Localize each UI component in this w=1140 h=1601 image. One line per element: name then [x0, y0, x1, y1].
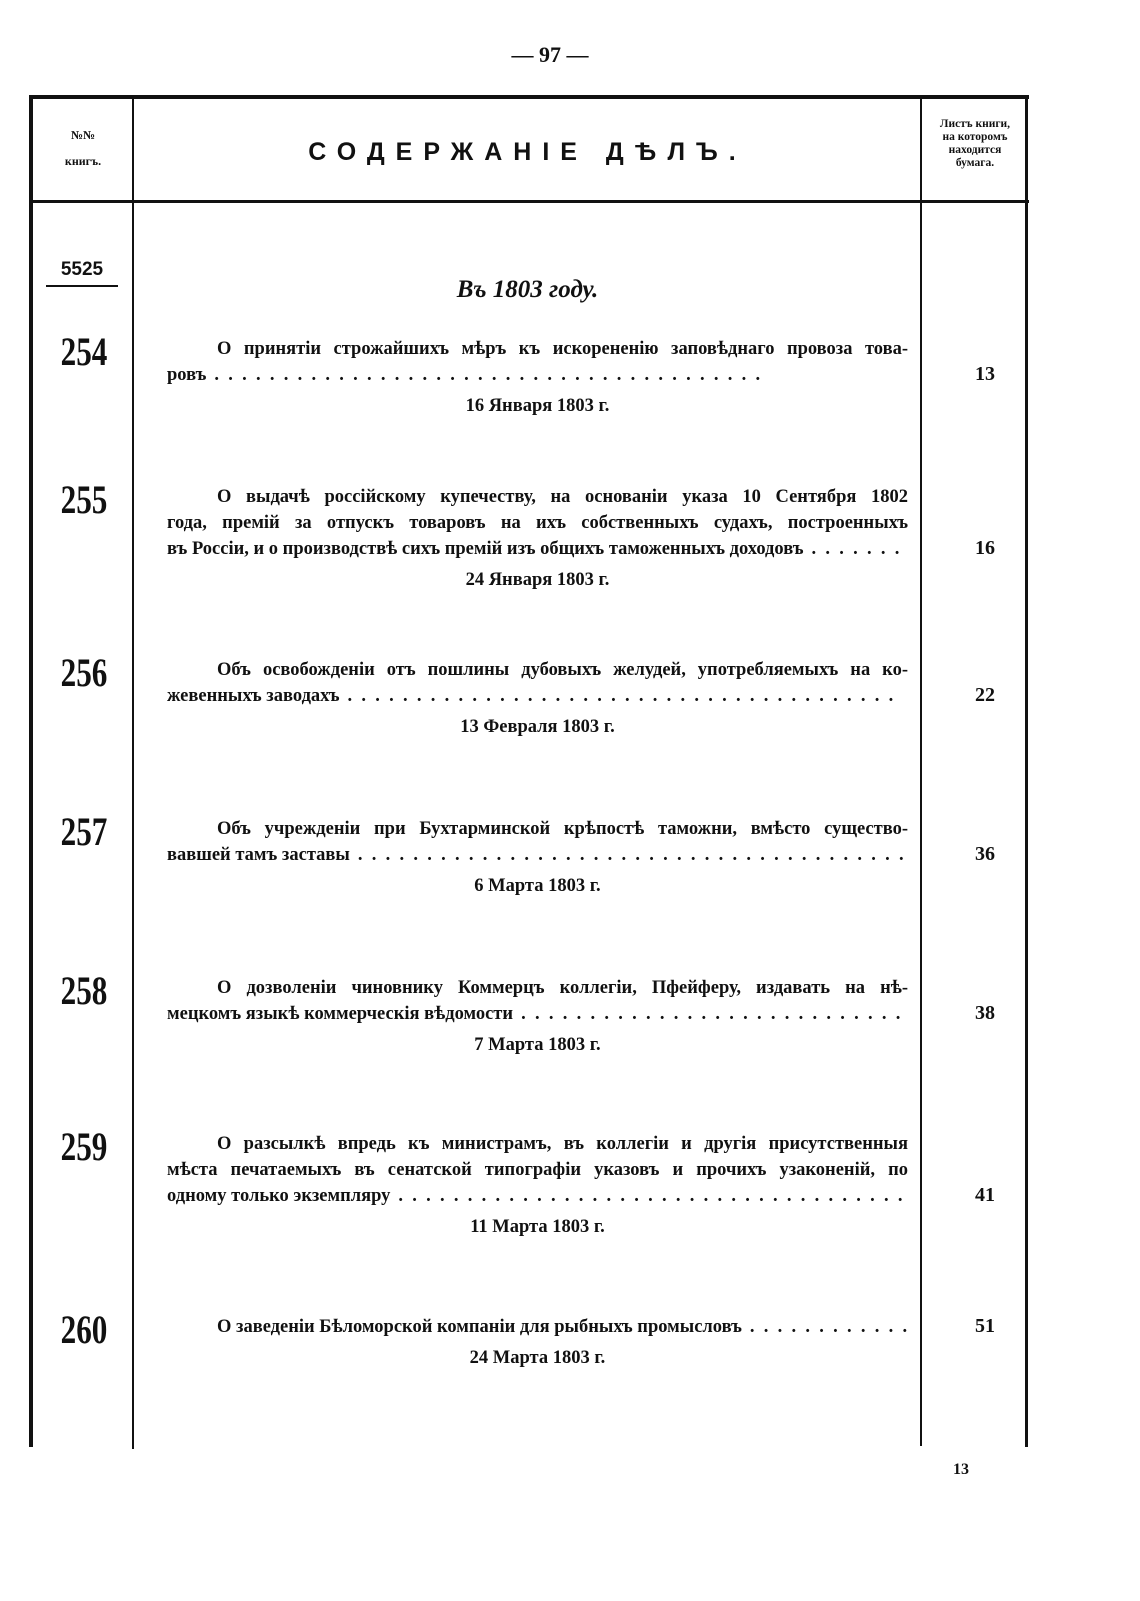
- entry-number: 259: [60, 1124, 108, 1169]
- entry-number: 257: [60, 809, 108, 854]
- entry-line-text: жевенныхъ заводахъ: [167, 686, 340, 706]
- entry-line-text: О принятіи строжайшихъ мѣръ къ искоренен…: [217, 339, 908, 359]
- entry-line: жевенныхъ заводахъ: [167, 683, 908, 709]
- entry-line: въ Россіи, и о производствѣ сихъ премій …: [167, 536, 908, 562]
- entry-number: 256: [60, 650, 108, 695]
- entry-line-text: О заведеніи Бѣломорской компаніи для рыб…: [217, 1317, 742, 1337]
- entry-line: вавшей тамъ заставы: [167, 842, 908, 868]
- entry-line: О заведеніи Бѣломорской компаніи для рыб…: [167, 1314, 908, 1340]
- leaf-number: 36: [975, 843, 995, 865]
- entry-line: О выдачѣ россійскому купечеству, на осно…: [167, 484, 908, 510]
- page-number: — 97 —: [511, 42, 589, 67]
- header-text: на которомъ: [942, 131, 1008, 143]
- leaf-number: 51: [975, 1315, 995, 1337]
- dot-leader: [358, 842, 908, 868]
- dot-leader: [214, 362, 908, 388]
- leaf-number: 41: [975, 1184, 995, 1206]
- header-number-column: №№ книгъ.: [36, 122, 130, 174]
- leaf-number: 22: [975, 684, 995, 706]
- entry-line: одному только экземпляру: [167, 1183, 908, 1209]
- dot-leader: [348, 683, 908, 709]
- entry-date: 7 Марта 1803 г.: [474, 1035, 601, 1055]
- entry-text: О выдачѣ россійскому купечеству, на осно…: [167, 484, 908, 593]
- year-heading: Въ 1803 году.: [456, 276, 599, 303]
- entry-number: 255: [60, 477, 108, 522]
- entry-line: О разсылкѣ впредь къ министрамъ, въ колл…: [167, 1131, 908, 1157]
- header-content-column: СОДЕРЖАНІЕ ДѢЛЪ.: [308, 138, 747, 166]
- volume-number: 5525: [46, 259, 118, 287]
- entry-number: 258: [60, 968, 108, 1013]
- entry-line: ровъ: [167, 362, 908, 388]
- entry-line: О принятіи строжайшихъ мѣръ къ искоренен…: [167, 336, 908, 362]
- entry-text: Объ учрежденіи при Бухтарминской крѣпост…: [167, 816, 908, 899]
- entry-line-text: О разсылкѣ впредь къ министрамъ, въ колл…: [217, 1134, 908, 1154]
- dot-leader: [521, 1001, 908, 1027]
- entry-line: Объ учрежденіи при Бухтарминской крѣпост…: [167, 816, 908, 842]
- entry-line: Объ освобожденіи отъ пошлины дубовыхъ же…: [167, 657, 908, 683]
- dot-leader: [812, 536, 908, 562]
- header-text: Листъ книги,: [939, 118, 1011, 130]
- entry-line: О дозволеніи чиновнику Коммерцъ коллегіи…: [167, 975, 908, 1001]
- entry-line-text: одному только экземпляру: [167, 1186, 391, 1206]
- table-right-rule: [1025, 95, 1028, 1447]
- header-bottom-rule: [30, 200, 1029, 203]
- entry-line-text: мецкомъ языкѣ коммерческія вѣдомости: [167, 1004, 514, 1024]
- dot-leader: [750, 1314, 908, 1340]
- entry-number: 260: [60, 1307, 108, 1352]
- entry-text: О разсылкѣ впредь къ министрамъ, въ колл…: [167, 1131, 908, 1240]
- entry-line-text: О дозволеніи чиновнику Коммерцъ коллегіи…: [217, 978, 908, 998]
- column-rule: [132, 99, 134, 1449]
- dot-leader: [398, 1183, 908, 1209]
- table-left-rule: [29, 95, 33, 1447]
- entry-number: 254: [60, 329, 108, 374]
- entry-date: 24 Января 1803 г.: [465, 570, 610, 590]
- entry-text: О заведеніи Бѣломорской компаніи для рыб…: [167, 1314, 908, 1371]
- entry-line: мѣста печатаемыхъ въ сенатской типографі…: [167, 1157, 908, 1183]
- entry-line-text: года, премій за отпускъ товаровъ на ихъ …: [167, 513, 908, 533]
- entry-text: О дозволеніи чиновнику Коммерцъ коллегіи…: [167, 975, 908, 1058]
- entry-line-text: въ Россіи, и о производствѣ сихъ премій …: [167, 539, 804, 559]
- table-top-rule: [30, 95, 1029, 99]
- header-text: книгъ.: [64, 154, 102, 168]
- leaf-number: 38: [975, 1002, 995, 1024]
- signature-mark: 13: [953, 1461, 969, 1478]
- entry-text: Объ освобожденіи отъ пошлины дубовыхъ же…: [167, 657, 908, 740]
- entry-line-text: мѣста печатаемыхъ въ сенатской типографі…: [167, 1160, 908, 1180]
- entry-date: 13 Февраля 1803 г.: [460, 717, 615, 737]
- header-text: бумага.: [955, 157, 995, 169]
- entry-date: 11 Марта 1803 г.: [470, 1217, 605, 1237]
- entry-line: мецкомъ языкѣ коммерческія вѣдомости: [167, 1001, 908, 1027]
- leaf-number: 16: [975, 537, 995, 559]
- header-leaf-column: Листъ книги, на которомъ находится бумаг…: [922, 118, 1028, 170]
- column-rule: [920, 99, 922, 1446]
- entry-line-text: Объ освобожденіи отъ пошлины дубовыхъ же…: [217, 660, 908, 680]
- entry-line-text: Объ учрежденіи при Бухтарминской крѣпост…: [217, 819, 908, 839]
- entry-line: года, премій за отпускъ товаровъ на ихъ …: [167, 510, 908, 536]
- entry-line-text: ровъ: [167, 365, 207, 385]
- entry-date: 6 Марта 1803 г.: [474, 876, 601, 896]
- header-text: находится: [948, 144, 1002, 156]
- leaf-number: 13: [975, 363, 995, 385]
- entry-line-text: О выдачѣ россійскому купечеству, на осно…: [217, 487, 908, 507]
- entry-text: О принятіи строжайшихъ мѣръ къ искоренен…: [167, 336, 908, 419]
- entry-date: 16 Января 1803 г.: [465, 396, 610, 416]
- entry-date: 24 Марта 1803 г.: [469, 1348, 606, 1368]
- header-text: №№: [70, 128, 96, 142]
- entry-line-text: вавшей тамъ заставы: [167, 845, 350, 865]
